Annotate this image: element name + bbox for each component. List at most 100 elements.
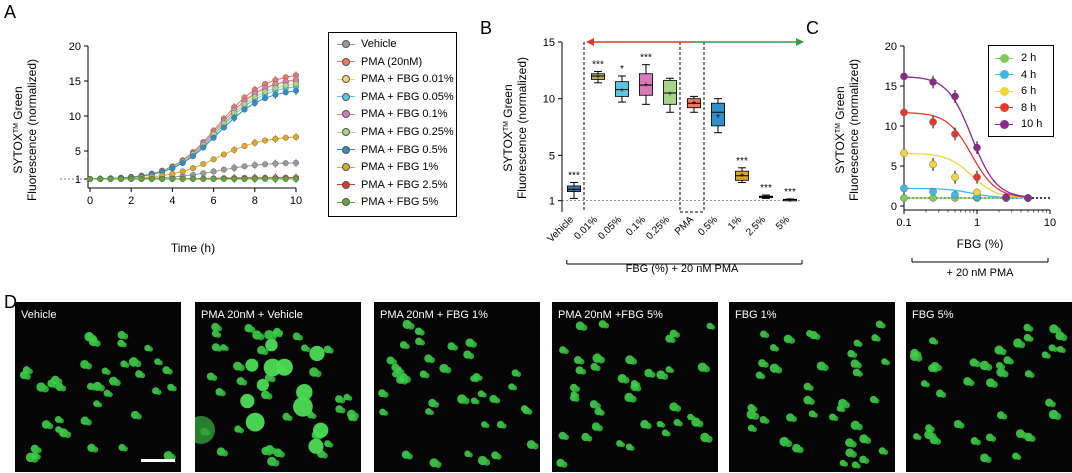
micrograph-cell [784,440,793,448]
micrograph-label: FBG 1% [735,309,777,321]
micrograph-cell [578,358,585,365]
legend-a-marker [337,180,355,189]
micrograph-cell [710,324,716,330]
chart-a-point [241,142,248,149]
chart-b-arrowhead-green [796,38,804,46]
chart-b-box-rect [567,185,582,193]
chart-a-point [293,80,300,87]
micrograph-cell [278,451,285,458]
chart-a-point [241,106,248,113]
micrograph-cell [432,401,440,408]
micrograph-cell [857,341,863,347]
micrograph-cells [195,322,359,467]
chart-c-xtick-label: 1 [974,217,980,229]
micrograph-cell [985,456,992,463]
micrograph-cell [762,361,769,368]
legend-a-marker [337,128,355,136]
micrograph-cell [121,342,127,348]
micrograph-cell [924,382,930,388]
micrograph-cell [649,371,656,378]
chart-b-box-rect [638,73,653,96]
micrograph-cell [763,418,770,424]
chart-b-ytick-label: 5 [549,150,555,162]
chart-b-mean-mark: + [764,193,769,202]
micrograph-cell [660,422,666,428]
micrograph-cell [211,375,218,381]
micrograph-label: FBG 5% [912,309,954,321]
chart-a-point [251,175,258,182]
micrograph-cell [257,333,265,341]
chart-b-significance: *** [736,156,748,167]
micrograph-cell [261,348,269,356]
chart-a-ylabel: SYTOXTM Green [11,86,25,173]
micrograph-large-cell [265,338,278,352]
chart-b-significance: *** [592,59,604,70]
chart-a-point [220,124,227,131]
micrograph-cell [391,359,398,366]
micrograph-cell [790,416,798,423]
micrograph-cell [524,407,530,413]
chart-a-point [282,134,289,141]
micrograph-cell [305,346,311,352]
micrograph-cell [863,458,870,464]
micrograph-cell [97,402,103,408]
chart-a-point [262,175,269,182]
micrograph-cell [328,348,334,354]
micrograph-cell [266,393,273,400]
micrograph-cell [105,369,111,375]
micrograph-cell [855,362,862,369]
chart-c-point [900,194,908,202]
micrograph-cell [855,463,861,469]
legend-a-label: PMA + FBG 0.25% [361,126,454,138]
micrograph-cell [286,415,293,422]
chart-a-point [293,159,300,166]
chart-c-ylabel: SYTOXTM Green [833,86,847,173]
micrograph-large-cell [296,383,313,401]
chart-c-fit-line [903,112,1029,198]
chart-c-point [929,160,937,169]
micrograph-cell [311,413,317,419]
micrograph-cell [91,385,97,391]
micrograph-large-cell [293,396,313,417]
micrograph-cells [19,330,177,463]
micrograph-cells [746,320,890,469]
micrograph-cell [276,331,283,338]
micrograph-cell [1029,435,1036,442]
chart-a-ytick-label: 15 [69,76,81,88]
micrograph-cell [238,427,245,434]
micrograph-cell [515,371,522,378]
micrograph-cell [773,346,780,352]
micrograph-cell [122,333,129,340]
micrograph-cell [630,358,638,365]
micrograph-large-cell [256,378,269,392]
chart-a-point [262,88,269,95]
micrograph-cell [46,422,54,430]
micrograph-cell [339,407,346,414]
chart-b-significance: *** [568,171,580,182]
chart-b-mean-mark: + [692,98,697,107]
micrograph-cell [574,396,580,402]
micrograph-cell [975,439,981,446]
micrograph-cell [677,421,683,427]
chart-a-point [86,175,93,182]
legend-c-item: 10 h [995,117,1042,131]
micrograph-cell [269,333,277,341]
legend-a-label: PMA + FBG 5% [361,196,439,209]
chart-a-xtick-label: 10 [290,195,302,207]
chart-b-box-rect [710,102,725,127]
micrograph-cell [759,373,766,380]
micrograph-cell [690,415,696,421]
micrograph-large-cell [195,416,215,444]
chart-a-point [189,165,196,172]
micrograph-large-cell [313,422,329,438]
chart-b-box-rect [662,80,677,105]
chart-b-box: + [686,95,701,113]
chart-a-point [272,160,279,167]
micrograph-cell [1045,353,1051,359]
micrograph-cell [27,368,33,375]
micrograph-cell [833,415,839,422]
micrograph-cell [114,379,121,387]
micrograph-label: PMA 20nM +FBG 5% [558,309,663,321]
micrograph-cell [468,452,473,458]
